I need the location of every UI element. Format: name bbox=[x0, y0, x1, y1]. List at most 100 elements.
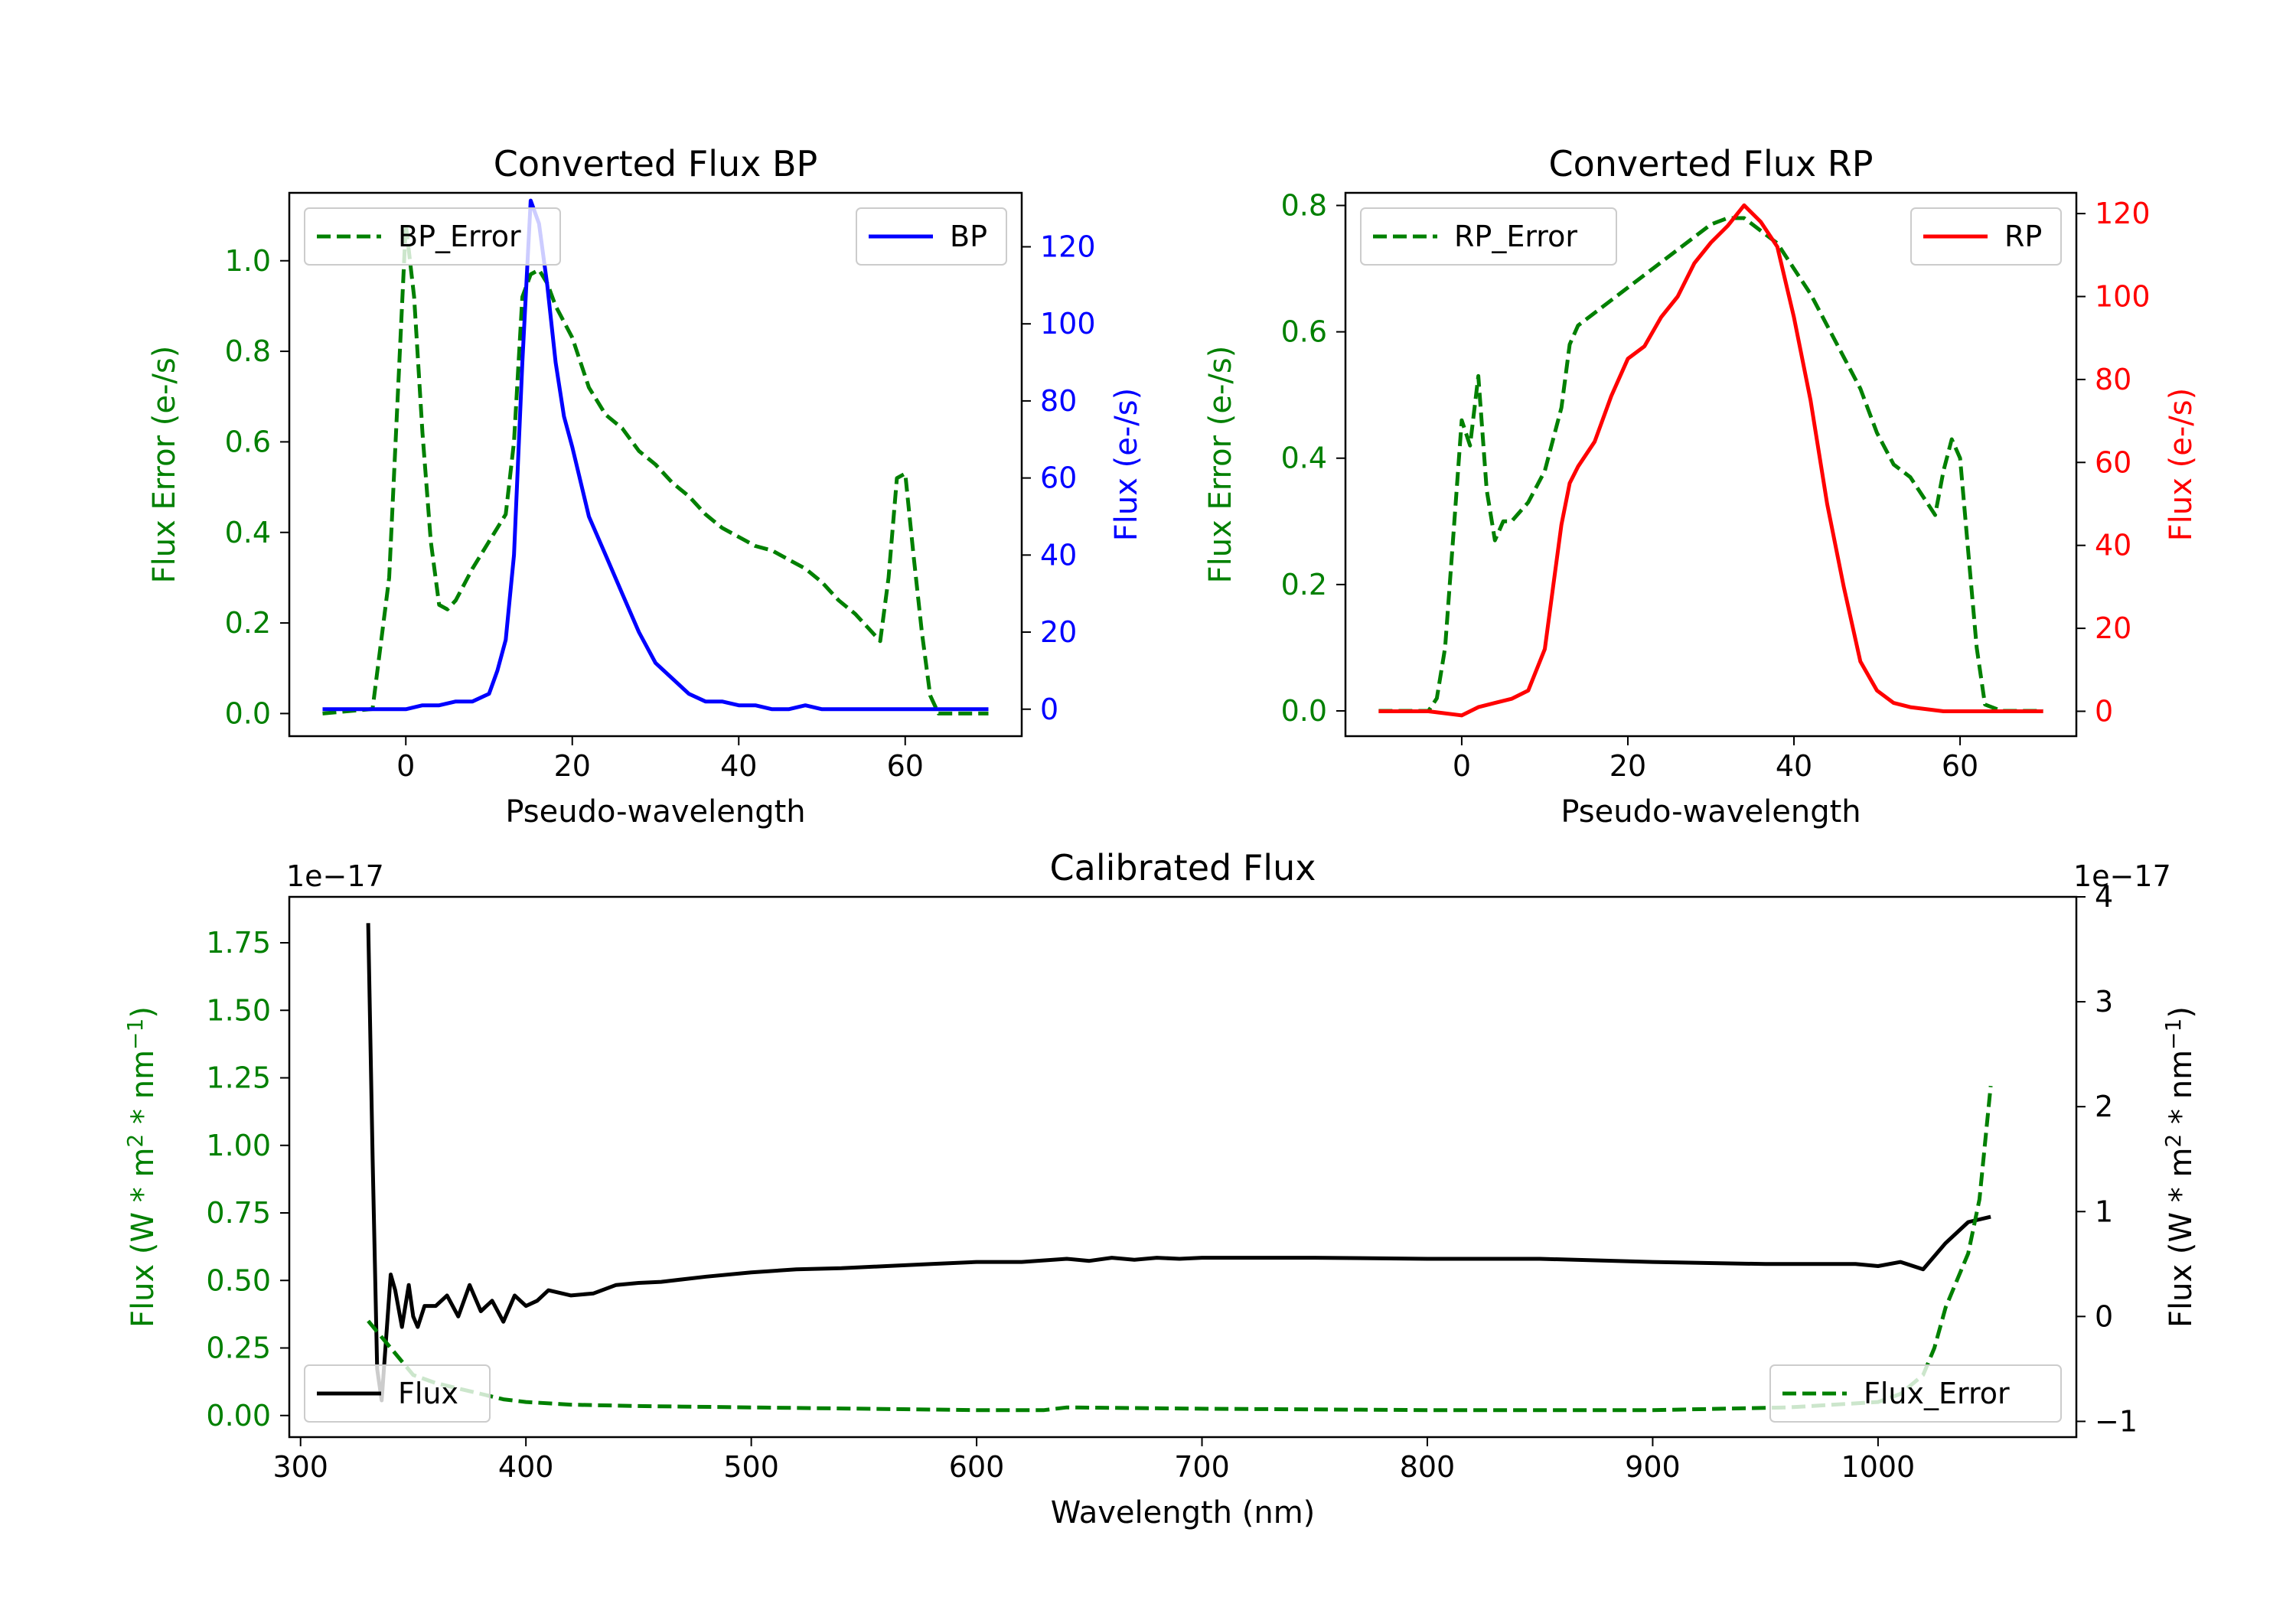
cal-y-right-axis-label-part: * nm bbox=[2164, 1050, 2199, 1134]
bp-y-left-tick-label: 0.0 bbox=[225, 696, 271, 730]
cal-y-left-axis-label-part: ) bbox=[126, 1006, 161, 1019]
rp-y-left-axis-label: Flux Error (e-/s) bbox=[1203, 346, 1238, 584]
legend-label: Flux bbox=[398, 1377, 458, 1410]
cal-y-left-axis-label-part: Flux (W * m bbox=[126, 1148, 161, 1328]
cal-y-right-tick-label: 2 bbox=[2095, 1090, 2113, 1123]
bp-legend-bp-error: BP_Error bbox=[304, 207, 561, 266]
cal-y-left-tick-label: 0.50 bbox=[206, 1263, 271, 1297]
cal-y-right-tick-label: 4 bbox=[2095, 880, 2113, 914]
cal-scale-left: 1e−17 bbox=[286, 859, 384, 893]
cal-series-flux bbox=[366, 923, 1991, 1403]
bp-chart: Converted Flux BP 0 20 40 60 0.0 0.2 0.4 0.6 0.8 1… bbox=[147, 143, 1144, 830]
rp-y-right-axis-label: Flux (e-/s) bbox=[2164, 388, 2199, 541]
cal-x-tick-label: 800 bbox=[1400, 1450, 1456, 1484]
rp-y-left-tick-label: 0.0 bbox=[1281, 694, 1327, 728]
legend-label: RP bbox=[2004, 220, 2042, 253]
rp-x-tick-label: 0 bbox=[1453, 749, 1471, 783]
cal-y-left-tick-label: 1.25 bbox=[206, 1061, 271, 1095]
rp-title: Converted Flux RP bbox=[1549, 143, 1874, 184]
bp-x-tick-label: 40 bbox=[720, 749, 757, 783]
cal-y-left-axis-label-part: * nm bbox=[126, 1050, 161, 1134]
rp-series-rp-error bbox=[1378, 216, 2043, 713]
bp-y-left-tick-label: 0.6 bbox=[225, 425, 271, 458]
bp-y-left-tick-label: 1.0 bbox=[225, 244, 271, 278]
rp-legend-rp: RP bbox=[1910, 207, 2062, 266]
cal-y-left-tick-label: 0.25 bbox=[206, 1332, 271, 1365]
bp-y-right-tick-label: 80 bbox=[1040, 384, 1077, 418]
rp-y-right-tick-label: 120 bbox=[2095, 197, 2151, 230]
cal-x-tick-label: 300 bbox=[272, 1450, 328, 1484]
bp-y-right-tick-label: 120 bbox=[1040, 230, 1096, 263]
cal-y-left-tick-label: 1.00 bbox=[206, 1129, 271, 1162]
bp-y-right-tick-label: 60 bbox=[1040, 461, 1077, 495]
cal-x-tick-label: 900 bbox=[1625, 1450, 1681, 1484]
bp-series-bp-error bbox=[322, 222, 989, 715]
rp-y-left-tick-label: 0.4 bbox=[1281, 442, 1327, 475]
rp-x-axis-label: Pseudo-wavelength bbox=[1561, 794, 1861, 830]
cal-y-left-tick-label: 0.75 bbox=[206, 1196, 271, 1230]
cal-y-right-axis-label-part: −1 bbox=[2161, 1019, 2186, 1050]
cal-chart: Calibrated Flux 300 400 500 600 700 800 900 1000… bbox=[122, 847, 2199, 1530]
rp-plot-frame bbox=[1344, 191, 2078, 738]
rp-y-right-tick-label: 80 bbox=[2095, 363, 2131, 396]
bp-legend-bp: BP bbox=[856, 207, 1007, 266]
bp-y-left-tick-label: 0.2 bbox=[225, 606, 271, 640]
bp-y-left-tick-label: 0.4 bbox=[225, 516, 271, 549]
rp-y-right-tick-label: 100 bbox=[2095, 279, 2151, 313]
cal-y-right-axis-label-part: Flux (W * m bbox=[2164, 1148, 2199, 1328]
cal-y-right-tick-label: 1 bbox=[2095, 1195, 2113, 1228]
rp-y-right-tick-label: 40 bbox=[2095, 529, 2131, 562]
legend-label: RP_Error bbox=[1454, 220, 1577, 253]
legend-box bbox=[304, 1364, 491, 1423]
cal-y-left-tick-label: 1.50 bbox=[206, 993, 271, 1027]
cal-x-tick-label: 700 bbox=[1174, 1450, 1230, 1484]
rp-y-right-tick-label: 20 bbox=[2095, 611, 2131, 645]
cal-x-tick-label: 400 bbox=[498, 1450, 554, 1484]
bp-y-left-tick-label: 0.8 bbox=[225, 334, 271, 368]
rp-y-left-tick-label: 0.8 bbox=[1281, 189, 1327, 223]
legend-label: BP_Error bbox=[398, 220, 521, 253]
cal-y-right-tick-label: 3 bbox=[2095, 985, 2113, 1019]
rp-x-tick-label: 20 bbox=[1609, 749, 1646, 783]
cal-y-left-tick-label: 1.75 bbox=[206, 926, 271, 960]
cal-x-axis-label: Wavelength (nm) bbox=[1051, 1495, 1316, 1530]
rp-legend-rp-error: RP_Error bbox=[1360, 207, 1617, 266]
cal-x-tick-label: 500 bbox=[723, 1450, 779, 1484]
bp-plot-frame bbox=[288, 191, 1023, 738]
cal-x-tick-label: 600 bbox=[949, 1450, 1005, 1484]
bp-x-tick-label: 20 bbox=[554, 749, 591, 783]
legend-box bbox=[304, 207, 561, 266]
legend-box bbox=[1360, 207, 1617, 266]
bp-y-right-tick-label: 40 bbox=[1040, 538, 1077, 572]
cal-plot-frame bbox=[288, 895, 2078, 1439]
legend-label: Flux_Error bbox=[1864, 1377, 2010, 1410]
cal-y-right-tick-label: −1 bbox=[2095, 1404, 2138, 1438]
bp-y-right-tick-label: 100 bbox=[1040, 307, 1096, 341]
rp-x-tick-label: 60 bbox=[1942, 749, 1978, 783]
cal-y-right-axis-label: Flux (W * m2 * nm−1) bbox=[2161, 1006, 2199, 1328]
cal-legend-flux-error: Flux_Error bbox=[1769, 1364, 2062, 1423]
bp-series-bp bbox=[322, 198, 989, 712]
bp-y-right-axis-label: Flux (e-/s) bbox=[1109, 388, 1144, 541]
cal-legend-flux: Flux bbox=[304, 1364, 491, 1423]
bp-y-right-tick-label: 20 bbox=[1040, 615, 1077, 649]
cal-y-right-tick-label: 0 bbox=[2095, 1299, 2113, 1333]
rp-series-rp bbox=[1378, 203, 2043, 718]
bp-y-right-tick-label: 0 bbox=[1040, 693, 1058, 726]
rp-y-left-tick-label: 0.6 bbox=[1281, 315, 1327, 349]
cal-x-tick-label: 1000 bbox=[1841, 1450, 1916, 1484]
bp-x-tick-label: 0 bbox=[396, 749, 415, 783]
cal-scale-right: 1e−17 bbox=[2073, 859, 2171, 893]
cal-y-left-axis-label: Flux (W * m2 * nm−1) bbox=[122, 1006, 161, 1328]
rp-x-tick-label: 40 bbox=[1776, 749, 1812, 783]
cal-y-left-axis-label-part: −1 bbox=[122, 1019, 148, 1050]
rp-chart: Converted Flux RP 0 20 40 60 0.0 0.2 0.4 0.6 0.8 0… bbox=[1203, 143, 2199, 830]
bp-x-axis-label: Pseudo-wavelength bbox=[505, 794, 805, 830]
cal-y-right-axis-label-part: 2 bbox=[2161, 1134, 2186, 1148]
bp-x-tick-label: 60 bbox=[887, 749, 924, 783]
cal-y-left-axis-label-part: 2 bbox=[122, 1134, 148, 1148]
cal-series-flux-error bbox=[367, 1085, 1993, 1413]
cal-y-right-axis-label-part: ) bbox=[2164, 1006, 2199, 1019]
bp-title: Converted Flux BP bbox=[494, 143, 818, 184]
